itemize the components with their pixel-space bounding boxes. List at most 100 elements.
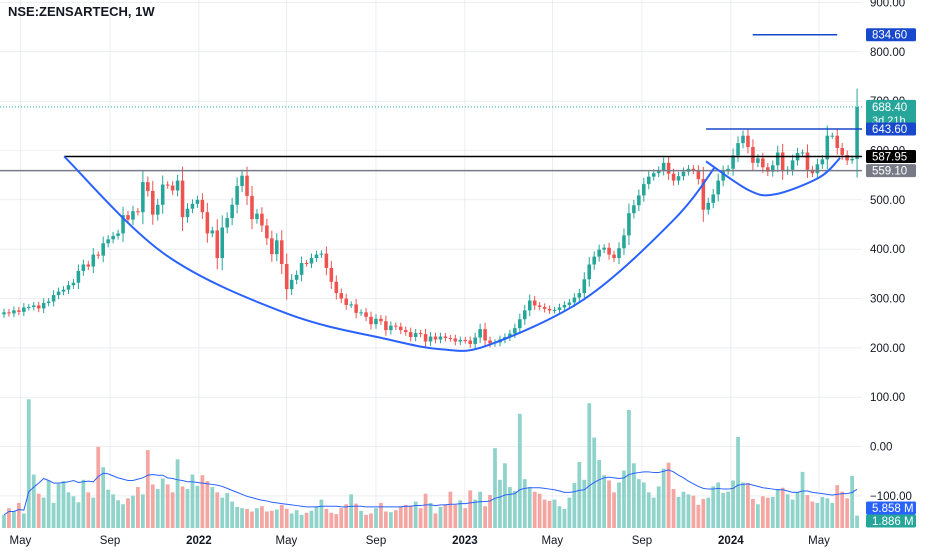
candle-body (245, 175, 249, 196)
volume-bar (279, 504, 284, 528)
candle-body (46, 301, 51, 303)
candle-body (711, 194, 716, 203)
candle-body (155, 204, 160, 215)
volume-bar (443, 504, 448, 528)
volume-bar (329, 512, 334, 528)
volume-bar (260, 506, 264, 528)
volume-bar (527, 487, 532, 528)
volume-bar (448, 491, 453, 528)
volume-bar (91, 497, 96, 528)
volume-bar (150, 484, 155, 528)
volume-bar (641, 482, 646, 528)
candle-body (160, 184, 165, 205)
candle-body (170, 185, 175, 191)
volume-bar (512, 491, 517, 528)
candle-body (443, 336, 448, 339)
volume-bar (160, 478, 165, 528)
candle-body (527, 300, 532, 311)
volume-bar (587, 403, 592, 528)
volume-bar (140, 494, 145, 528)
volume-bar (304, 512, 309, 528)
candle-body (364, 312, 368, 317)
candle-body (379, 318, 383, 322)
candle-body (235, 186, 239, 205)
candle-body (7, 312, 11, 314)
candle-body (428, 336, 433, 342)
candle-body (761, 158, 765, 168)
x-tick-label: 2022 (186, 535, 212, 547)
volume-bar (324, 508, 329, 528)
volume-bar (493, 448, 497, 528)
volume-bar (780, 487, 785, 528)
candle-body (681, 171, 686, 177)
candle-body (627, 213, 631, 236)
candle-body (612, 254, 616, 259)
candle-body (255, 213, 259, 220)
volume-bar (379, 502, 383, 528)
volume-bar (517, 413, 522, 528)
volume-bar (825, 498, 830, 528)
volume-bar (810, 501, 815, 528)
volume-bar (16, 502, 21, 528)
volume-bar (86, 492, 91, 528)
candle-body (557, 307, 562, 310)
candle-body (27, 306, 31, 308)
candle-body (706, 202, 711, 210)
candle-body (830, 135, 835, 137)
target-badge (866, 28, 916, 42)
volume-bar (111, 494, 115, 528)
candle-body (488, 340, 492, 344)
y-tick-label: 800.00 (870, 47, 905, 59)
volume-bar (676, 496, 681, 528)
volume-badge-text: 1.886 M (872, 516, 914, 528)
candle-body (572, 297, 577, 303)
volume-bar (418, 508, 423, 528)
handle-curve[interactable] (705, 157, 841, 197)
volume-bar (765, 497, 770, 528)
volume-bar (175, 459, 180, 528)
volume-bar (627, 409, 631, 528)
candle-body (592, 256, 596, 265)
candle-body (344, 298, 349, 305)
x-tick-label: May (541, 535, 563, 547)
volume-bar (597, 460, 602, 528)
candle-body (840, 148, 844, 155)
volume-bar (696, 504, 701, 528)
candle-body (96, 254, 101, 256)
volume-bar (845, 498, 850, 528)
candle-body (2, 312, 6, 315)
candle-body (468, 340, 472, 344)
volume-bar (205, 481, 210, 528)
candle-body (349, 304, 353, 306)
volume-bar (344, 504, 349, 528)
candle-body (577, 293, 582, 298)
cup-curve[interactable] (63, 155, 716, 352)
candle-body (567, 302, 572, 305)
candle-body (463, 339, 468, 341)
candle-body (552, 309, 557, 311)
volume-bar (106, 489, 111, 528)
volume-bar (359, 510, 363, 528)
candle-body (195, 199, 200, 204)
candle-body (12, 310, 16, 314)
volume-bar (7, 508, 11, 528)
volume-bar (731, 480, 735, 528)
candle-body (151, 190, 155, 215)
candle-body (324, 253, 329, 268)
volume-bar (632, 463, 636, 528)
candle-body (314, 254, 319, 259)
candle-body (651, 173, 656, 177)
volume-bar (582, 479, 587, 528)
volume-bar (12, 511, 16, 528)
candle-body (270, 238, 274, 255)
candle-body (369, 316, 373, 325)
volume-bar (656, 486, 661, 528)
candle-body (656, 170, 661, 174)
volume-bar (552, 499, 557, 528)
volume-bar (131, 495, 135, 528)
volume-bar (71, 496, 76, 528)
x-tick-label: 2023 (452, 535, 478, 547)
candle-body (384, 321, 388, 331)
